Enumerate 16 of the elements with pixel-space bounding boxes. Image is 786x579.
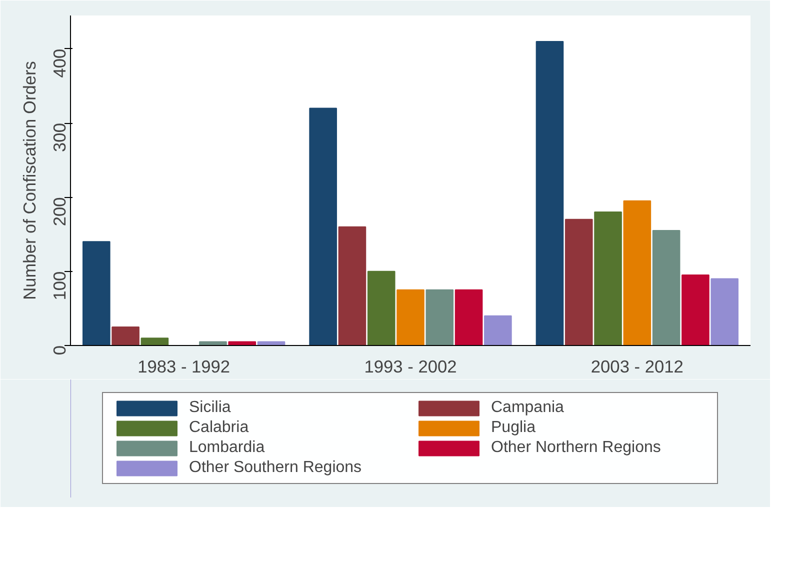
x-tick-label: 2003 - 2012: [590, 356, 684, 376]
y-tick-label: 300: [50, 123, 70, 152]
y-tick-label: 200: [50, 197, 70, 226]
legend-label: Lombardia: [189, 439, 266, 457]
legend-label: Other Southern Regions: [189, 459, 363, 477]
y-axis-title: Number of Confiscation Orders: [20, 60, 40, 300]
legend-label: Campania: [491, 399, 565, 417]
legend-label: Calabria: [189, 419, 250, 437]
y-tick-label: 0: [50, 345, 70, 356]
y-tick-label: 400: [50, 48, 70, 78]
legend-label: Other Northern Regions: [491, 439, 662, 457]
legend-label: Puglia: [491, 419, 536, 437]
y-tick-label: 100: [50, 271, 70, 300]
x-tick-label: 1993 - 2002: [364, 356, 457, 376]
legend-label: Sicilia: [189, 399, 232, 417]
x-tick-label: 1983 - 1992: [138, 356, 230, 376]
